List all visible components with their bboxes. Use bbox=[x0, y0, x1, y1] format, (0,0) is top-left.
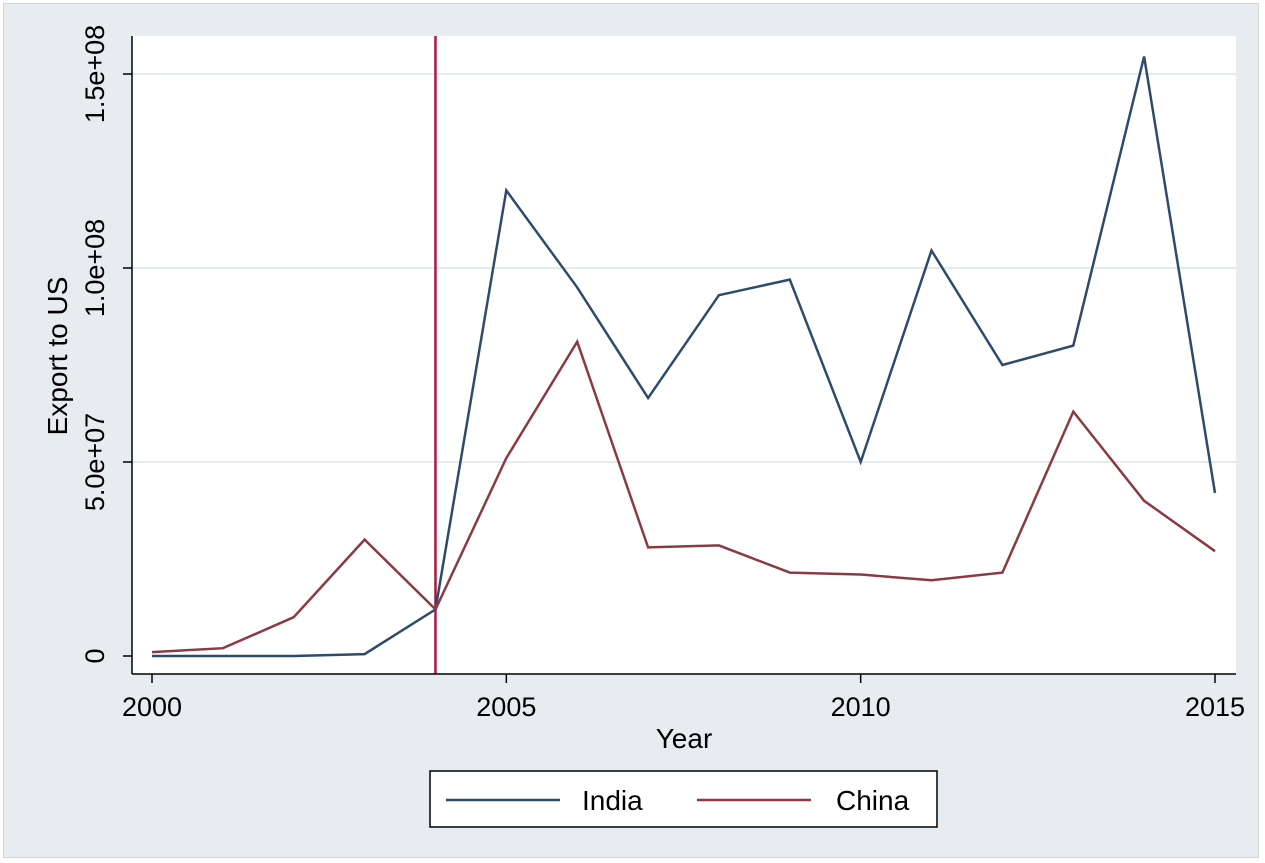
x-tick-label-3: 2015 bbox=[1185, 692, 1245, 722]
y-tick-label-3: 1.5e+08 bbox=[80, 25, 110, 123]
x-tick-label-0: 2000 bbox=[122, 692, 182, 722]
x-tick-label-2: 2010 bbox=[831, 692, 891, 722]
x-tick-label-1: 2005 bbox=[476, 692, 536, 722]
legend: India China bbox=[429, 770, 938, 828]
y-tick-label-1: 5.0e+07 bbox=[80, 413, 110, 511]
y-tick-label-0: 0 bbox=[80, 648, 110, 663]
axes: 0 5.0e+07 1.0e+08 1.5e+08 2000 2005 2010 2015 bbox=[80, 25, 1245, 722]
plot-area bbox=[132, 36, 1236, 674]
series-line-india bbox=[152, 56, 1217, 658]
x-axis-title: Year bbox=[656, 723, 713, 754]
y-tick-label-2: 1.0e+08 bbox=[80, 219, 110, 317]
series-group bbox=[151, 56, 1217, 658]
series-line-china bbox=[151, 338, 1216, 654]
legend-label-china: China bbox=[836, 785, 910, 816]
y-axis-title: Export to US bbox=[42, 277, 73, 436]
legend-label-india: India bbox=[582, 785, 643, 816]
